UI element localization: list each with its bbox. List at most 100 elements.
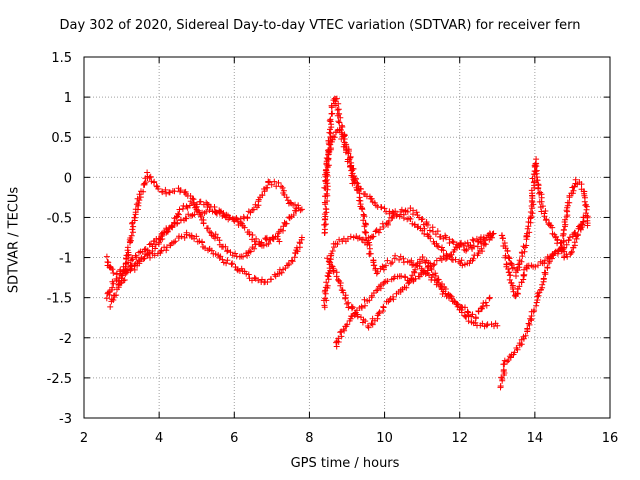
data-point bbox=[275, 230, 282, 237]
data-point bbox=[407, 216, 414, 222]
data-point bbox=[206, 229, 213, 235]
data-point bbox=[456, 243, 463, 250]
data-point bbox=[241, 224, 248, 231]
data-point bbox=[378, 204, 385, 211]
data-point bbox=[129, 256, 136, 263]
data-point bbox=[559, 244, 566, 251]
data-point bbox=[375, 310, 382, 317]
data-point bbox=[156, 239, 163, 246]
data-point bbox=[479, 305, 485, 312]
data-point bbox=[147, 173, 154, 180]
data-point bbox=[109, 266, 116, 273]
data-point bbox=[325, 162, 332, 169]
data-point bbox=[414, 224, 421, 231]
data-point bbox=[472, 314, 479, 321]
data-point bbox=[329, 248, 336, 254]
data-point bbox=[365, 324, 372, 331]
data-point bbox=[347, 163, 354, 169]
y-tick-label: 1 bbox=[64, 91, 72, 106]
data-point bbox=[438, 257, 445, 263]
data-point bbox=[405, 280, 412, 287]
y-tick-label: -1 bbox=[59, 252, 72, 267]
data-point bbox=[110, 280, 117, 287]
data-point bbox=[566, 234, 573, 241]
data-point bbox=[336, 278, 343, 285]
data-point bbox=[157, 248, 164, 255]
data-point bbox=[250, 206, 257, 213]
data-point bbox=[283, 194, 290, 201]
data-point bbox=[462, 304, 468, 311]
data-point bbox=[224, 248, 231, 255]
data-point bbox=[197, 213, 204, 220]
data-point bbox=[324, 255, 331, 262]
data-point bbox=[358, 303, 365, 310]
data-point bbox=[267, 276, 274, 283]
data-point bbox=[288, 257, 295, 264]
data-point bbox=[564, 199, 571, 206]
data-point bbox=[530, 201, 537, 208]
data-point bbox=[584, 222, 591, 229]
data-point bbox=[398, 206, 405, 213]
data-point bbox=[233, 215, 240, 221]
data-point bbox=[478, 245, 485, 252]
data-point bbox=[432, 272, 439, 279]
data-point bbox=[146, 174, 153, 181]
data-point bbox=[338, 129, 345, 136]
data-point bbox=[103, 295, 110, 302]
series-track-F bbox=[320, 205, 497, 311]
data-point bbox=[268, 181, 275, 188]
data-point bbox=[514, 267, 521, 274]
data-point bbox=[144, 169, 151, 176]
data-point bbox=[129, 226, 136, 233]
data-point bbox=[533, 302, 540, 309]
data-point bbox=[173, 214, 180, 221]
data-point bbox=[147, 254, 153, 261]
data-point bbox=[396, 256, 403, 263]
series-track-J bbox=[497, 218, 587, 391]
data-point bbox=[336, 126, 343, 133]
data-point bbox=[163, 228, 170, 235]
data-point bbox=[335, 335, 342, 342]
data-point bbox=[251, 245, 258, 252]
data-point bbox=[323, 190, 330, 197]
data-point bbox=[346, 317, 353, 324]
data-point bbox=[549, 255, 555, 262]
data-point bbox=[297, 240, 303, 247]
data-point bbox=[568, 248, 575, 255]
data-point bbox=[482, 241, 489, 248]
y-tick-label: -2 bbox=[59, 332, 72, 347]
data-point bbox=[463, 246, 470, 253]
data-point bbox=[193, 206, 200, 213]
data-point bbox=[376, 309, 383, 316]
y-tick-label: -2.5 bbox=[47, 372, 72, 387]
data-point bbox=[447, 252, 454, 259]
data-point bbox=[529, 175, 536, 182]
data-point bbox=[334, 107, 341, 113]
data-point bbox=[326, 258, 333, 265]
data-point bbox=[228, 261, 235, 268]
data-point bbox=[360, 217, 367, 224]
data-point bbox=[223, 260, 230, 267]
data-point bbox=[238, 220, 245, 227]
data-point bbox=[252, 241, 259, 248]
data-point bbox=[525, 320, 532, 327]
data-point bbox=[467, 242, 474, 249]
data-point bbox=[375, 229, 382, 236]
data-point bbox=[404, 208, 411, 215]
data-point bbox=[544, 264, 551, 271]
data-point bbox=[500, 361, 507, 368]
series-track-L bbox=[502, 176, 591, 300]
data-point bbox=[568, 249, 575, 256]
data-point bbox=[356, 197, 363, 204]
data-point bbox=[459, 262, 466, 269]
data-point bbox=[565, 237, 572, 243]
data-point bbox=[393, 212, 400, 219]
data-point bbox=[486, 294, 493, 301]
data-point bbox=[128, 232, 135, 239]
data-point bbox=[424, 222, 431, 228]
data-point bbox=[321, 184, 328, 191]
data-point bbox=[381, 205, 388, 212]
data-point bbox=[292, 201, 298, 208]
data-point bbox=[298, 234, 305, 241]
data-point bbox=[340, 136, 347, 142]
